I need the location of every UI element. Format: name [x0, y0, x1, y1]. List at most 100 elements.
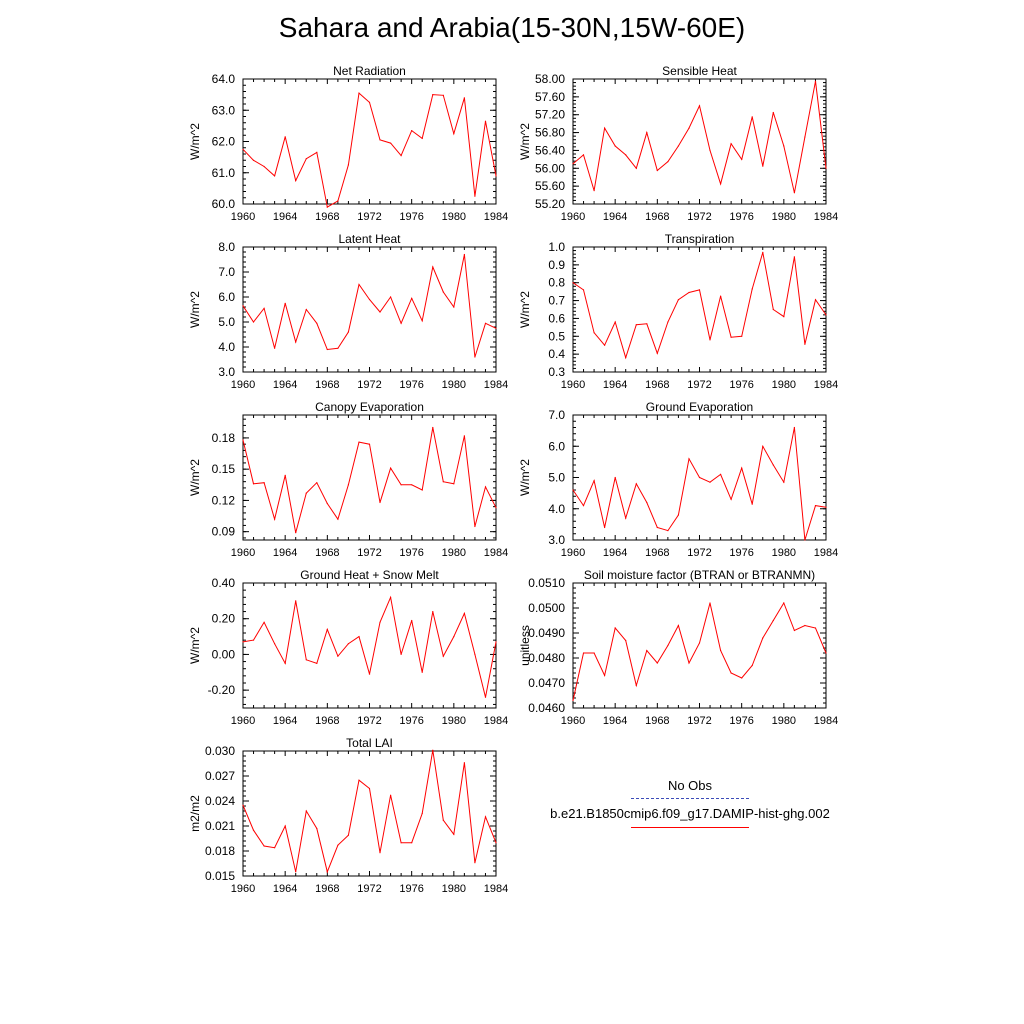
panel-title: Total LAI — [346, 736, 393, 750]
y-tick-label: 0.0470 — [528, 676, 565, 690]
panel-title: Ground Heat + Snow Melt — [300, 568, 439, 582]
data-point — [411, 842, 413, 844]
data-point — [582, 652, 585, 654]
data-point — [667, 644, 669, 647]
y-axis-label: m2/m2 — [188, 795, 202, 832]
data-point — [825, 652, 827, 654]
data-point — [783, 602, 785, 604]
data-point — [358, 283, 360, 286]
data-point — [656, 526, 658, 529]
x-tick-label: 1968 — [315, 211, 339, 223]
data-point — [411, 130, 413, 132]
data-point — [635, 167, 637, 169]
data-point — [604, 127, 606, 129]
y-tick-label: 56.00 — [535, 161, 565, 175]
data-point — [751, 664, 753, 667]
data-point — [646, 323, 648, 325]
x-tick-label: 1976 — [399, 883, 423, 895]
x-tick-label: 1984 — [814, 211, 838, 223]
x-tick-label: 1968 — [645, 715, 669, 727]
data-point — [572, 699, 574, 702]
data-point — [326, 628, 328, 631]
chart-panel-8: Soil moisture factor (BTRAN or BTRANMN) u… — [518, 568, 838, 727]
data-point — [772, 619, 774, 622]
data-point — [453, 483, 455, 485]
data-point — [284, 662, 286, 665]
data-point — [453, 833, 455, 835]
legend: No Obs b.e21.B1850cmip6.f09_g17.DAMIP-hi… — [520, 778, 860, 828]
y-tick-label: 0.030 — [205, 744, 235, 758]
data-point — [698, 642, 701, 644]
y-tick-label: 62.0 — [212, 135, 236, 149]
y-tick-label: 3.0 — [218, 365, 235, 379]
data-point — [379, 621, 381, 623]
data-point — [326, 206, 328, 208]
data-point — [614, 321, 616, 323]
data-point — [316, 151, 318, 153]
plot-frame — [242, 414, 497, 541]
data-point — [274, 518, 276, 520]
x-tick-label: 1984 — [484, 883, 508, 895]
y-tick-label: 5.0 — [218, 315, 235, 329]
data-point — [474, 862, 476, 864]
x-tick-label: 1964 — [603, 715, 627, 727]
data-point — [656, 352, 658, 354]
data-point — [677, 624, 680, 627]
y-tick-label: 55.60 — [535, 179, 565, 193]
data-point — [646, 501, 648, 504]
data-point — [242, 641, 244, 643]
data-point — [783, 316, 785, 318]
chart-panel-7: Ground Heat + Snow Melt W/m^2 1960 1964 1968… — [188, 568, 508, 727]
data-point — [698, 105, 701, 107]
data-point — [593, 332, 595, 334]
data-point — [263, 621, 265, 623]
data-point — [379, 501, 381, 504]
x-tick-label: 1972 — [687, 547, 711, 559]
data-point — [316, 827, 318, 830]
plot-frame — [242, 246, 497, 373]
x-tick-label: 1960 — [231, 883, 255, 895]
data-point — [604, 344, 606, 346]
data-point — [305, 308, 307, 311]
data-point — [635, 684, 637, 687]
data-point — [772, 464, 774, 466]
x-tick-label: 1984 — [484, 379, 508, 391]
x-tick-label: 1960 — [231, 547, 255, 559]
y-tick-label: 0.0480 — [528, 651, 565, 665]
data-point — [614, 145, 616, 147]
y-tick-label: 0.0490 — [528, 626, 565, 640]
data-point — [358, 779, 360, 781]
y-tick-label: 3.0 — [548, 533, 565, 547]
data-point — [453, 133, 455, 135]
data-point — [358, 92, 360, 94]
data-point — [709, 481, 711, 483]
data-point — [635, 483, 637, 485]
x-tick-label: 1960 — [561, 211, 585, 223]
data-point — [463, 435, 465, 437]
y-tick-label: 7.0 — [548, 408, 565, 422]
data-point — [656, 169, 658, 172]
legend-obs-label: No Obs — [667, 778, 713, 793]
data-point — [709, 602, 711, 604]
chart-panel-3: Latent Heat W/m^2 1960 1964 1968 1972 1976 1980… — [188, 232, 508, 391]
data-point — [400, 653, 402, 656]
data-point — [474, 195, 476, 197]
data-point — [741, 335, 743, 337]
data-point — [751, 503, 753, 505]
y-tick-label: 6.0 — [218, 290, 235, 304]
x-tick-label: 1972 — [357, 211, 381, 223]
y-tick-label: 0.021 — [205, 819, 235, 833]
x-tick-label: 1976 — [399, 211, 423, 223]
series-line — [572, 427, 827, 541]
y-tick-label: 8.0 — [218, 240, 235, 254]
data-point — [593, 480, 595, 482]
x-tick-label: 1976 — [399, 715, 423, 727]
plot-frame — [572, 246, 827, 373]
x-tick-label: 1960 — [231, 211, 255, 223]
series-line — [242, 427, 497, 533]
data-point — [814, 505, 817, 507]
legend-model-label: b.e21.B1850cmip6.f09_g17.DAMIP-hist-ghg.… — [550, 806, 830, 821]
data-point — [730, 143, 732, 145]
data-point — [625, 357, 627, 359]
data-point — [242, 804, 244, 806]
